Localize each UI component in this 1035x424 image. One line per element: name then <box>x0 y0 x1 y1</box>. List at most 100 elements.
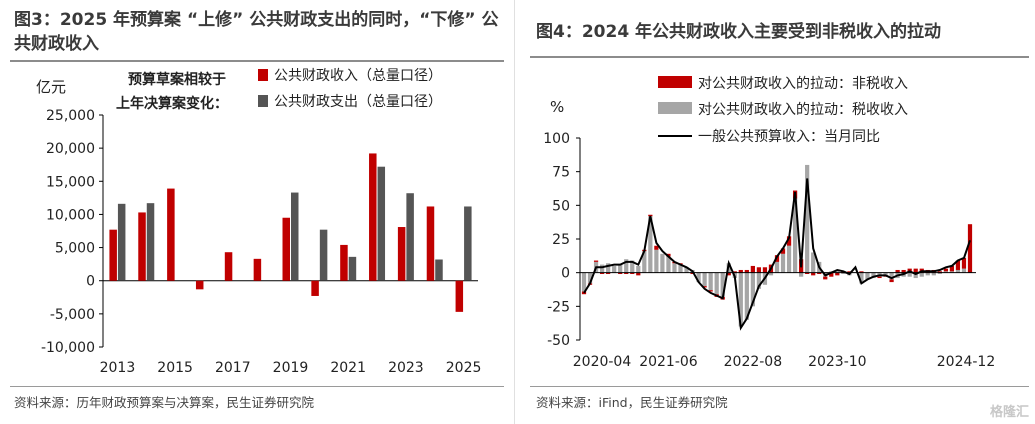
non-tax-revenue-bar <box>702 286 707 288</box>
non-tax-revenue-bar <box>762 267 768 273</box>
tax-revenue-bar <box>955 269 961 273</box>
tax-revenue-bar <box>792 198 798 273</box>
left-bar-chart: -10,000 -5,000 0 5,000 10,000 15,000 20,000 25,… <box>36 68 482 376</box>
tax-revenue-bar <box>913 272 918 279</box>
tax-revenue-bar <box>744 272 749 320</box>
x-tick-label: 2021 <box>330 360 366 376</box>
non-tax-revenue-bar <box>630 272 635 275</box>
revenue-bar <box>138 212 146 281</box>
non-tax-revenue-bar <box>666 253 671 257</box>
tax-revenue-bar <box>889 272 894 280</box>
revenue-bar <box>224 252 233 281</box>
revenue-bar <box>340 244 348 281</box>
legend-swatch <box>258 69 268 81</box>
y-tick-label: -50 <box>547 333 570 349</box>
expenditure-bar <box>348 256 357 281</box>
revenue-bar <box>426 206 435 281</box>
non-tax-revenue-bar <box>943 268 948 272</box>
revenue-bar <box>109 229 117 281</box>
tax-revenue-bar <box>871 272 876 279</box>
non-tax-revenue-bar <box>654 245 659 250</box>
non-tax-revenue-bar <box>593 260 599 262</box>
tax-revenue-bar <box>907 272 912 277</box>
non-tax-revenue-bar <box>967 224 973 273</box>
legend-label-line: 一般公共预算收入：当月同比 <box>698 129 880 145</box>
non-tax-revenue-bar <box>817 272 822 275</box>
left-chart-title: 图3：2025 年预算案 “上修” 公共财政支出的同时，“下修” 公共财政收入 <box>14 10 499 54</box>
left-panel: 图3：2025 年预算案 “上修” 公共财政支出的同时，“下修” 公共财政收入 … <box>0 0 510 424</box>
non-tax-revenue-bar <box>955 260 961 270</box>
non-tax-revenue-bar <box>726 272 731 276</box>
x-tick-label: 2024-12 <box>937 354 996 370</box>
non-tax-revenue-bar <box>786 236 792 246</box>
non-tax-revenue-bar <box>744 269 749 273</box>
tax-revenue-bar <box>702 272 707 287</box>
tax-revenue-bar <box>618 264 623 273</box>
tax-revenue-bar <box>606 263 611 273</box>
tax-revenue-bar <box>865 272 870 280</box>
expenditure-bar <box>377 166 386 281</box>
non-tax-revenue-bar <box>895 269 900 273</box>
non-tax-revenue-bar <box>859 271 864 273</box>
non-tax-revenue-bar <box>961 257 967 269</box>
legend-label: 公共财政支出（总量口径） <box>274 94 442 110</box>
non-tax-revenue-bar <box>805 272 810 275</box>
non-tax-revenue-bar <box>901 269 906 273</box>
non-tax-revenue-bar <box>750 265 755 273</box>
tax-revenue-bar <box>937 272 942 275</box>
tax-revenue-bar <box>630 260 635 273</box>
non-tax-revenue-bar <box>732 271 737 273</box>
expenditure-bar <box>406 193 414 281</box>
revenue-bar <box>455 280 464 312</box>
revenue-bar <box>167 188 175 281</box>
y-tick-label: -25 <box>547 299 570 315</box>
expenditure-bar <box>146 203 155 281</box>
tax-revenue-bar <box>756 272 762 289</box>
tax-revenue-bar <box>883 272 888 276</box>
tax-revenue-bar <box>599 264 605 273</box>
non-tax-revenue-bar <box>599 272 605 275</box>
tax-revenue-bar <box>835 271 840 273</box>
tax-revenue-bar <box>786 245 792 273</box>
tax-revenue-bar <box>931 272 936 276</box>
non-tax-revenue-bar <box>937 271 942 273</box>
left-source-text: 资料来源：历年财政预算案与决算案，民生证券研究院 <box>14 395 315 410</box>
y-tick-label: 5,000 <box>55 241 95 257</box>
expenditure-bar <box>319 229 328 281</box>
y-tick-label: 25,000 <box>46 108 95 124</box>
tax-revenue-bar <box>708 272 713 291</box>
tax-revenue-bar <box>799 272 804 277</box>
tax-revenue-bar <box>672 263 677 273</box>
non-tax-revenue-bar <box>823 276 828 280</box>
legend-swatch-non-tax <box>658 76 692 88</box>
tax-revenue-bar <box>768 272 774 276</box>
y-tick-label: -5,000 <box>50 307 95 323</box>
y-unit-label: 亿元 <box>36 78 66 96</box>
tax-revenue-bar <box>811 252 816 273</box>
expenditure-bar <box>117 203 126 281</box>
expenditure-bar <box>435 259 443 281</box>
y-tick-label: 10,000 <box>46 207 95 223</box>
x-tick-label: 2025 <box>446 360 482 376</box>
x-tick-label: 2013 <box>100 360 136 376</box>
legend-note-line1: 预算草案相较于 <box>128 71 226 88</box>
watermark-logo: 格隆汇 <box>989 405 1029 420</box>
tax-revenue-bar <box>919 272 924 277</box>
non-tax-revenue-bar <box>756 267 762 273</box>
legend-label: 公共财政收入（总量口径） <box>274 68 442 84</box>
right-panel: 图4：2024 年公共财政收入主要受到非税收入的拉动 -50 -25 0 25 50 75… <box>520 0 1035 424</box>
x-tick-label: 2021-06 <box>639 354 698 370</box>
x-tick-label: 2020-04 <box>573 354 632 370</box>
x-tick-label: 2023-10 <box>808 354 867 370</box>
legend-label-non-tax: 对公共财政收入的拉动：非税收入 <box>698 76 908 92</box>
y-unit-label: % <box>550 98 564 116</box>
tax-revenue-bar <box>738 272 743 327</box>
tax-revenue-bar <box>666 256 671 273</box>
tax-revenue-bar <box>750 272 755 307</box>
non-tax-revenue-bar <box>618 272 623 275</box>
non-tax-revenue-bar <box>648 214 653 217</box>
x-tick-label: 2022-08 <box>724 354 783 370</box>
non-tax-revenue-bar <box>690 272 695 275</box>
y-tick-label: -10,000 <box>41 340 95 356</box>
right-title-rule <box>530 56 1029 58</box>
